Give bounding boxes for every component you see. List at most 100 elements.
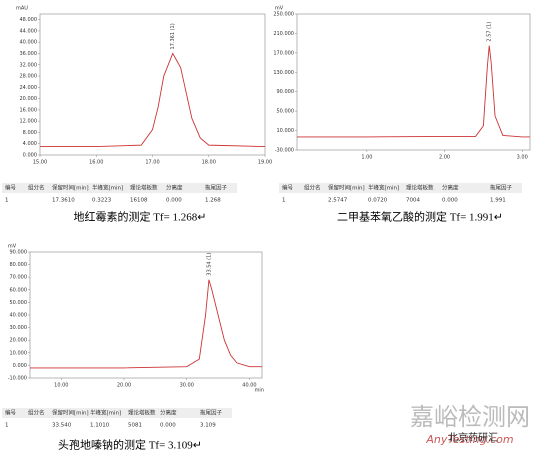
table-cell: 1.991 (490, 198, 506, 204)
table-header: 理论塔板数 (406, 184, 434, 192)
table-cell: 1 (5, 423, 9, 429)
y-tick-label: 8.000 (23, 130, 37, 136)
table-header: 分离度 (160, 409, 177, 417)
x-tick-label: 17.00 (145, 160, 159, 166)
chromatogram-line (40, 52, 266, 147)
table-header: 保留时间[min] (52, 409, 89, 417)
y-tick-label: 210.000 (273, 31, 294, 37)
table-cell: 7004 (406, 198, 420, 204)
y-tick-label: 28.000 (20, 74, 38, 80)
y-tick-label: 10.000 (10, 350, 28, 356)
table-header: 半峰宽[min] (92, 184, 123, 192)
table-header: 半峰宽[min] (368, 184, 399, 192)
table-cell: 1 (282, 198, 286, 204)
table-header-bg (279, 183, 522, 193)
y-tick-label: 0.000 (23, 153, 37, 159)
table-header: 拖尾因子 (200, 409, 223, 417)
y-tick-label: 12.000 (20, 119, 38, 125)
y-tick-label: 170.000 (273, 50, 294, 56)
table-header: 编号 (282, 184, 294, 192)
watermark-title: 嘉峪检测网 (410, 403, 530, 431)
chromatogram-line (297, 45, 530, 138)
table-header: 理论塔板数 (128, 409, 156, 417)
x-tick-label: 20.00 (117, 383, 131, 389)
caption: 地红霉素的测定 Tf= 1.268↵ (73, 210, 206, 224)
y-tick-label: 10.000 (277, 128, 295, 134)
table-cell: 0.3223 (92, 198, 112, 204)
y-tick-label: 250.000 (273, 12, 294, 18)
y-axis-label: mV (275, 6, 284, 12)
table-header-bg (2, 183, 237, 193)
table-cell: 0.0720 (368, 198, 388, 204)
y-tick-label: -30.000 (275, 148, 294, 154)
y-tick-label: -10.000 (8, 376, 27, 382)
plot-frame (296, 13, 531, 151)
y-tick-label: 36.000 (20, 51, 38, 57)
peak-label: 17.361 (1) (170, 23, 176, 49)
table-cell: 33.540 (52, 423, 72, 429)
x-tick-label: 10.00 (54, 383, 68, 389)
table-header-bg (2, 408, 232, 418)
table-cell: 0.000 (442, 198, 458, 204)
table-cell: 5081 (128, 423, 142, 429)
x-tick-label: 1.00 (361, 155, 372, 161)
x-tick-label: 16.00 (89, 160, 103, 166)
x-tick-label: 15.00 (33, 160, 47, 166)
table-header: 拖尾因子 (490, 184, 513, 192)
y-tick-label: 48.000 (20, 17, 38, 23)
y-tick-label: 90.000 (10, 250, 28, 256)
table-header: 半峰宽[min] (90, 409, 121, 417)
caption: 头孢地嗪钠的测定 Tf= 3.109↵ (58, 438, 202, 452)
x-tick-label: 2.00 (439, 155, 450, 161)
y-tick-label: 90.000 (277, 89, 295, 95)
y-tick-label: 50.000 (277, 109, 295, 115)
peak-label: 33.54 (1) (206, 253, 212, 276)
y-tick-label: 0.000 (13, 363, 27, 369)
table-cell: 3.109 (200, 423, 216, 429)
table-cell: 0.000 (160, 423, 176, 429)
y-tick-label: 30.000 (10, 325, 28, 331)
table-cell: 17.3610 (52, 198, 75, 204)
table-header: 分离度 (442, 184, 459, 192)
y-tick-label: 24.000 (20, 85, 38, 91)
table-cell: 1.268 (205, 198, 221, 204)
table-header: 组分名 (304, 184, 321, 192)
y-tick-label: 40.000 (10, 313, 28, 319)
table-header: 组分名 (28, 184, 45, 192)
table-header: 保留时间[min] (52, 184, 89, 192)
y-tick-label: 50.000 (10, 300, 28, 306)
table-cell: 2.5747 (328, 198, 348, 204)
plot-frame (39, 13, 266, 156)
y-tick-label: 70.000 (10, 275, 28, 281)
chromatogram-line (30, 279, 262, 369)
table-header: 保留时间[min] (328, 184, 365, 192)
x-tick-label: 40.00 (242, 383, 256, 389)
x-tick-label: 30.00 (180, 383, 194, 389)
y-tick-label: 40.000 (20, 40, 38, 46)
table-header: 编号 (5, 409, 17, 417)
x-tick-label: 18.00 (202, 160, 216, 166)
y-tick-label: 16.000 (20, 107, 38, 113)
x-axis-label: min (255, 388, 264, 394)
table-cell: 0.000 (166, 198, 182, 204)
table-header: 组分名 (28, 409, 45, 417)
plot-frame (29, 251, 263, 379)
watermark-account: 北京药研汇 (448, 431, 498, 444)
peak-label: 2.57 (1) (487, 22, 493, 42)
y-tick-label: 80.000 (10, 262, 28, 268)
caption: 二甲基苯氧乙酸的测定 Tf= 1.991↵ (337, 210, 503, 224)
y-tick-label: 44.000 (20, 28, 38, 34)
watermark-site: AnyTesting.com (425, 433, 513, 446)
y-tick-label: 20.000 (10, 338, 28, 344)
table-cell: 16108 (130, 198, 148, 204)
table-header: 理论塔板数 (130, 184, 158, 192)
y-axis-label: mAU (16, 6, 28, 12)
y-tick-label: 32.000 (20, 62, 38, 68)
y-tick-label: 60.000 (10, 287, 28, 293)
table-cell: 1 (5, 198, 9, 204)
y-tick-label: 130.000 (273, 70, 294, 76)
table-header: 拖尾因子 (205, 184, 228, 192)
x-tick-label: 19.00 (258, 160, 272, 166)
table-header: 编号 (5, 184, 17, 192)
